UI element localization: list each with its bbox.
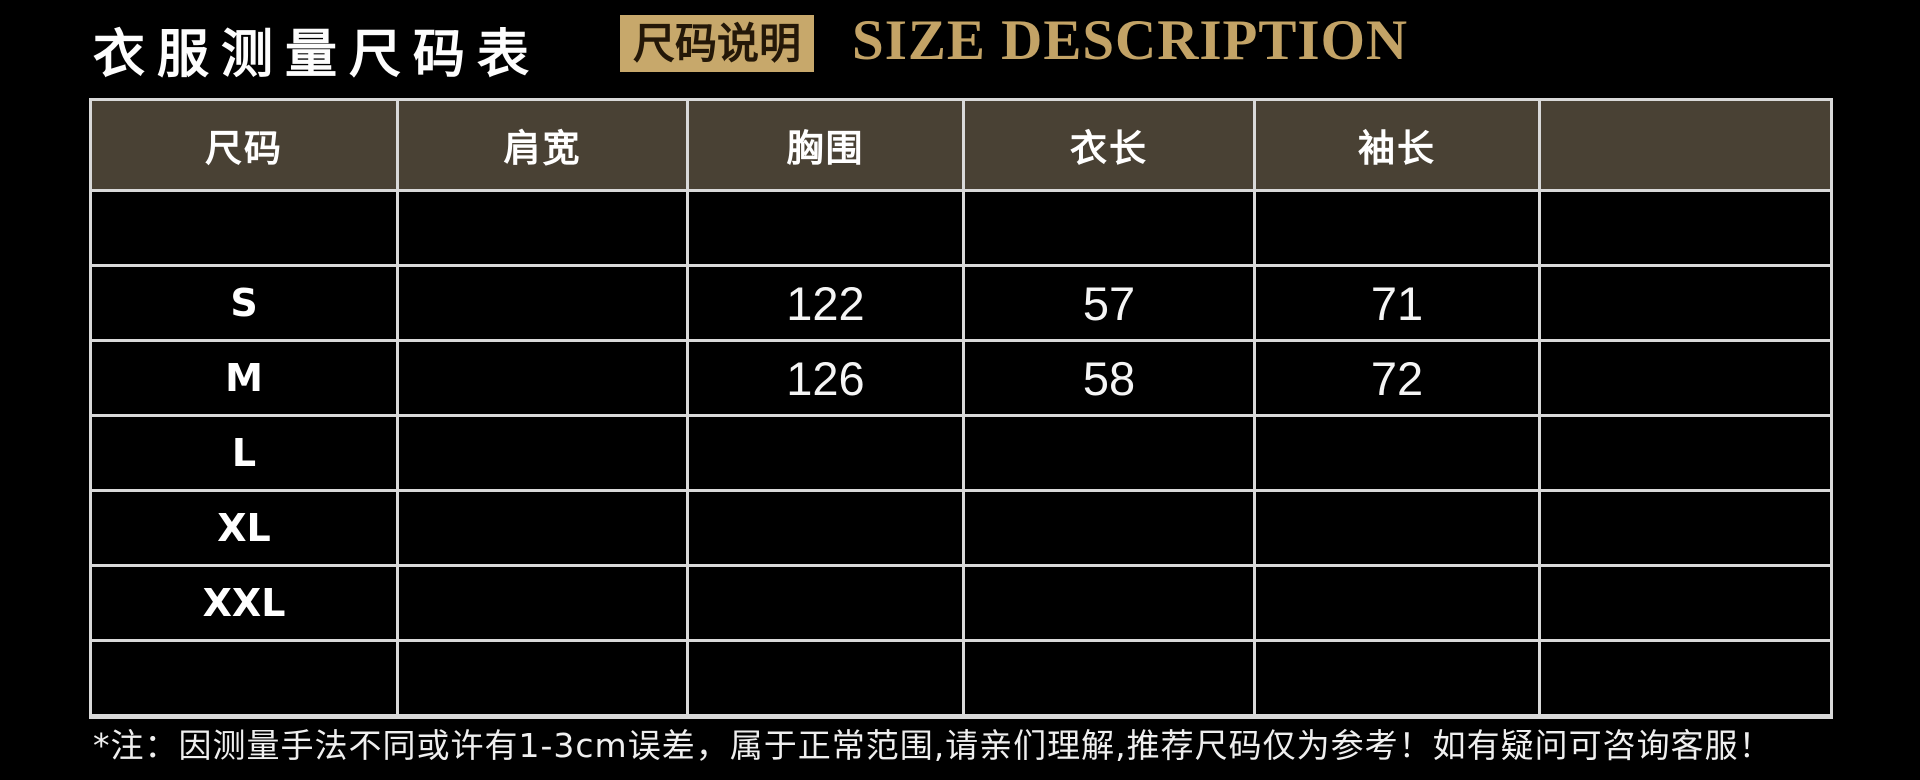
measurement-cell bbox=[1538, 339, 1833, 417]
measurement-cell bbox=[686, 564, 965, 642]
column-header: 尺码 bbox=[89, 98, 399, 192]
measurement-cell: 122 bbox=[686, 264, 965, 342]
table-body: S 122 57 71 M 126 58 72 L XL XXL bbox=[89, 189, 1833, 719]
measurement-cell bbox=[962, 189, 1256, 267]
measurement-cell bbox=[396, 414, 689, 492]
measurement-cell bbox=[1253, 564, 1541, 642]
measurement-cell bbox=[396, 489, 689, 567]
table-row: L bbox=[89, 414, 1833, 492]
measurement-cell: 58 bbox=[962, 339, 1256, 417]
measurement-cell bbox=[1253, 639, 1541, 719]
measurement-cell bbox=[1538, 489, 1833, 567]
measurement-cell bbox=[396, 564, 689, 642]
measurement-cell bbox=[1538, 264, 1833, 342]
size-note-badge: 尺码说明 bbox=[620, 15, 815, 72]
measurement-cell bbox=[686, 489, 965, 567]
measurement-cell bbox=[962, 564, 1256, 642]
measurement-cell bbox=[396, 639, 689, 719]
size-table: 尺码 肩宽 胸围 衣长 袖长 S 122 57 71 M 126 58 72 L XL XXL bbox=[89, 98, 1833, 719]
size-label-cell: XXL bbox=[89, 564, 399, 642]
measurement-cell bbox=[962, 489, 1256, 567]
measurement-cell bbox=[1253, 489, 1541, 567]
measurement-cell bbox=[962, 639, 1256, 719]
size-label-cell: XL bbox=[89, 489, 399, 567]
measurement-cell bbox=[686, 639, 965, 719]
footnote: *注：因测量手法不同或许有1-3cm误差，属于正常范围,请亲们理解,推荐尺码仅为… bbox=[93, 726, 1773, 765]
page-subtitle-english: SIZE DESCRIPTION bbox=[852, 9, 1409, 72]
column-header: 肩宽 bbox=[396, 98, 689, 192]
measurement-cell bbox=[686, 189, 965, 267]
measurement-cell: 57 bbox=[962, 264, 1256, 342]
measurement-cell: 72 bbox=[1253, 339, 1541, 417]
table-row: XXL bbox=[89, 564, 1833, 642]
column-header bbox=[1538, 98, 1833, 192]
measurement-cell bbox=[962, 414, 1256, 492]
measurement-cell bbox=[1253, 414, 1541, 492]
column-header: 衣长 bbox=[962, 98, 1256, 192]
measurement-cell: 126 bbox=[686, 339, 965, 417]
size-label-cell bbox=[89, 189, 399, 267]
size-label-cell: L bbox=[89, 414, 399, 492]
column-header: 胸围 bbox=[686, 98, 965, 192]
measurement-cell bbox=[1538, 414, 1833, 492]
measurement-cell bbox=[1538, 564, 1833, 642]
measurement-cell: 71 bbox=[1253, 264, 1541, 342]
table-row: M 126 58 72 bbox=[89, 339, 1833, 417]
table-row: S 122 57 71 bbox=[89, 264, 1833, 342]
measurement-cell bbox=[396, 189, 689, 267]
measurement-cell bbox=[1538, 189, 1833, 267]
column-header: 袖长 bbox=[1253, 98, 1541, 192]
measurement-cell bbox=[396, 339, 689, 417]
measurement-cell bbox=[686, 414, 965, 492]
measurement-cell bbox=[396, 264, 689, 342]
size-label-cell bbox=[89, 639, 399, 719]
table-header-row: 尺码 肩宽 胸围 衣长 袖长 bbox=[89, 98, 1833, 192]
measurement-cell bbox=[1538, 639, 1833, 719]
table-row: XL bbox=[89, 489, 1833, 567]
size-label-cell: M bbox=[89, 339, 399, 417]
size-label-cell: S bbox=[89, 264, 399, 342]
table-row bbox=[89, 189, 1833, 267]
measurement-cell bbox=[1253, 189, 1541, 267]
page-title: 衣服测量尺码表 bbox=[93, 25, 542, 85]
table-row bbox=[89, 639, 1833, 719]
